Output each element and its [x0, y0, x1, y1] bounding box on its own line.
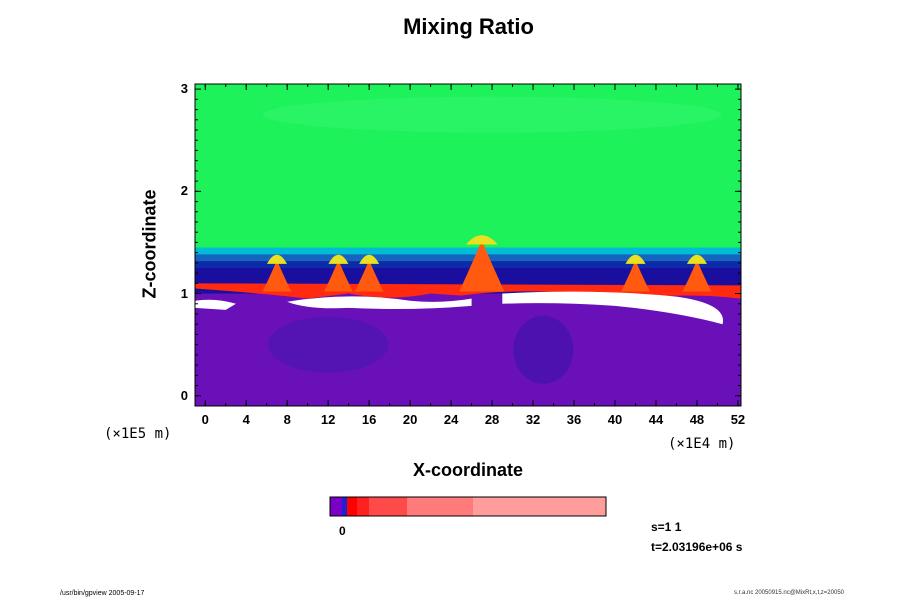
colorbar-segment [357, 497, 369, 516]
x-tick-label: 16 [361, 412, 377, 427]
plume-cap [466, 235, 498, 245]
plume-cap [359, 254, 380, 264]
plume [459, 240, 505, 292]
plume-cap [266, 254, 287, 264]
plume [682, 259, 712, 292]
undefined-region [195, 299, 236, 310]
x-tick-label: 32 [525, 412, 541, 427]
y-tick-label: 1 [180, 285, 188, 301]
step-annotation: s=1 1 [651, 520, 682, 534]
x-tick-label: 36 [566, 412, 582, 427]
y-scale-label: (×1E5 m) [104, 426, 172, 442]
x-tick-label: 4 [242, 412, 250, 427]
transition-band [195, 247, 741, 256]
transition-band [195, 254, 741, 263]
x-scale-label: (×1E4 m) [668, 436, 736, 452]
x-tick-label: 48 [689, 412, 705, 427]
plume [262, 259, 292, 292]
undefined-region [287, 296, 472, 310]
x-tick-label: 40 [607, 412, 623, 427]
y-tick-label: 2 [180, 183, 188, 199]
colorbar-segment [369, 497, 407, 516]
footer-right: s.r.a.nc 20050915.nc@MixRt,x,t,z=20050 [734, 590, 844, 596]
y-tick-label: 0 [180, 387, 188, 403]
transition-band [195, 261, 741, 269]
x-tick-label: 12 [320, 412, 336, 427]
x-tick-label: 0 [201, 412, 209, 427]
lower-layer-swirl [268, 316, 389, 373]
x-tick-label: 20 [402, 412, 418, 427]
y-tick-label: 3 [180, 81, 188, 97]
colorbar-segment [473, 497, 606, 516]
x-tick-label: 24 [443, 412, 459, 427]
colorbar-tick-label: 0 [339, 524, 346, 538]
plume-cap [686, 254, 707, 264]
colorbar-segment [330, 497, 342, 516]
undefined-region [502, 291, 724, 325]
plume-cap [625, 254, 646, 264]
heatmap-field [195, 84, 741, 406]
x-tick-label: 44 [648, 412, 664, 427]
footer-left: /usr/bin/gpview 2005-09-17 [60, 590, 145, 597]
plume [324, 259, 353, 292]
x-tick-label: 8 [283, 412, 291, 427]
plot-frame [194, 83, 742, 407]
lower-layer-swirl [513, 315, 574, 384]
colorbar-frame [329, 496, 607, 517]
colorbar-segment [347, 497, 357, 516]
chart-title: Mixing Ratio [403, 14, 534, 39]
upper-layer-highlight [262, 96, 722, 133]
plume-cap [328, 254, 349, 264]
time-annotation: t=2.03196e+06 s [651, 540, 743, 554]
y-axis-label: Z-coordinate [139, 189, 160, 299]
colorbar-segment [407, 497, 473, 516]
x-tick-label: 52 [730, 412, 746, 427]
plume [354, 259, 384, 292]
x-axis-label: X-coordinate [412, 460, 523, 480]
plume [621, 259, 650, 292]
x-tick-label: 28 [484, 412, 500, 427]
colorbar-segment [342, 497, 347, 516]
